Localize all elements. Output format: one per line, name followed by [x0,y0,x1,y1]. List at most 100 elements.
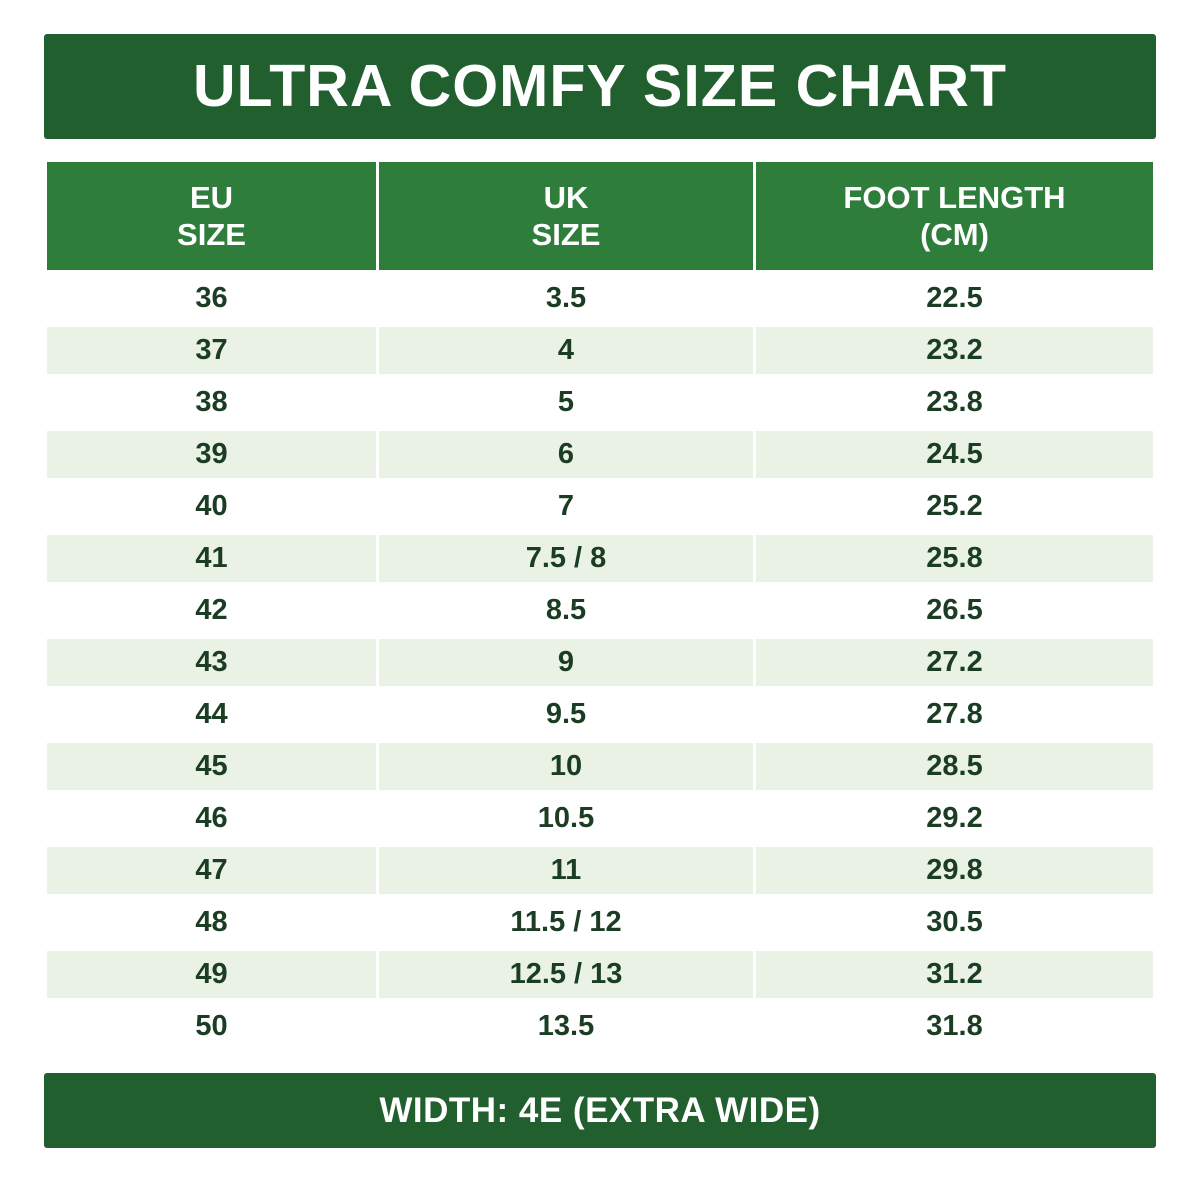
table-row: 48 11.5 / 12 30.5 [47,899,1153,946]
column-divider [376,899,379,946]
table-row: 47 11 29.8 [47,847,1153,894]
column-divider [753,162,756,270]
header-foot-length: FOOT LENGTH (CM) [756,162,1153,270]
cell-foot-length: 23.8 [926,386,983,418]
cell-foot-length: 29.8 [756,847,1153,894]
cell-foot-length: 22.5 [926,282,983,314]
table-row: 36 3.5 22.5 [47,275,1153,322]
cell-uk-size: 9.5 [545,698,587,730]
cell-eu-size: 44 [195,698,228,730]
header-eu-size: EU SIZE [47,162,376,270]
cell-eu-size: 43 [47,639,376,686]
cell-foot-length: 29.2 [926,802,983,834]
header-uk-size-line2: SIZE [531,217,601,252]
footer-banner: WIDTH: 4E (EXTRA WIDE) [44,1073,1156,1148]
table-row: 37 4 23.2 [47,327,1153,374]
table-row: 43 9 27.2 [47,639,1153,686]
column-divider [376,431,379,478]
table-header: EU SIZE UK SIZE FOOT LENGTH (CM) [47,162,1153,270]
cell-foot-length: 27.8 [926,698,983,730]
column-divider [376,535,379,582]
cell-eu-size: 38 [195,386,228,418]
cell-eu-size: 36 [195,282,228,314]
cell-foot-length: 26.5 [926,594,983,626]
column-divider [376,847,379,894]
title-banner: ULTRA COMFY SIZE CHART [44,34,1156,139]
header-foot-length-line1: FOOT LENGTH [843,180,1066,215]
cell-uk-size: 12.5 / 13 [379,951,753,998]
cell-eu-size: 48 [195,906,228,938]
table-row: 38 5 23.8 [47,379,1153,426]
column-divider [753,275,756,322]
cell-foot-length: 25.8 [756,535,1153,582]
column-divider [376,587,379,634]
column-divider [753,639,756,686]
cell-eu-size: 42 [195,594,228,626]
cell-foot-length: 30.5 [926,906,983,938]
cell-eu-size: 46 [195,802,228,834]
header-eu-size-line1: EU [189,180,234,215]
column-divider [753,743,756,790]
column-divider [376,483,379,530]
cell-eu-size: 37 [47,327,376,374]
cell-uk-size: 11.5 / 12 [510,906,622,938]
table-row: 44 9.5 27.8 [47,691,1153,738]
column-divider [753,327,756,374]
column-divider [376,951,379,998]
column-divider [376,379,379,426]
size-table: EU SIZE UK SIZE FOOT LENGTH (CM) 36 3.5 22… [47,162,1153,1050]
column-divider [753,899,756,946]
cell-uk-size: 4 [379,327,753,374]
header-foot-length-line2: (CM) [920,217,989,252]
table-row: 45 10 28.5 [47,743,1153,790]
cell-eu-size: 45 [47,743,376,790]
column-divider [376,275,379,322]
column-divider [753,431,756,478]
table-row: 42 8.5 26.5 [47,587,1153,634]
table-row: 50 13.5 31.8 [47,1003,1153,1050]
cell-uk-size: 10 [379,743,753,790]
column-divider [753,951,756,998]
column-divider [753,535,756,582]
column-divider [753,847,756,894]
header-uk-size-line1: UK [543,180,589,215]
table-body: 36 3.5 22.5 37 4 23.2 38 5 23.8 39 6 24.5 40 7 25.2 41 7… [47,275,1153,1050]
column-divider [753,379,756,426]
cell-uk-size: 7.5 / 8 [379,535,753,582]
width-note: WIDTH: 4E (EXTRA WIDE) [379,1090,821,1130]
cell-uk-size: 7 [557,490,575,522]
cell-eu-size: 39 [47,431,376,478]
cell-uk-size: 10.5 [537,802,595,834]
cell-foot-length: 23.2 [756,327,1153,374]
cell-uk-size: 11 [379,847,753,894]
column-divider [753,587,756,634]
table-row: 39 6 24.5 [47,431,1153,478]
cell-foot-length: 24.5 [756,431,1153,478]
column-divider [376,327,379,374]
cell-eu-size: 50 [195,1010,228,1042]
column-divider [376,162,379,270]
cell-uk-size: 9 [379,639,753,686]
column-divider [753,795,756,842]
cell-eu-size: 49 [47,951,376,998]
cell-eu-size: 47 [47,847,376,894]
header-uk-size: UK SIZE [379,162,753,270]
column-divider [376,639,379,686]
cell-foot-length: 31.8 [926,1010,983,1042]
cell-uk-size: 13.5 [537,1010,595,1042]
column-divider [753,483,756,530]
table-row: 46 10.5 29.2 [47,795,1153,842]
cell-eu-size: 40 [195,490,228,522]
cell-foot-length: 25.2 [926,490,983,522]
cell-eu-size: 41 [47,535,376,582]
table-row: 49 12.5 / 13 31.2 [47,951,1153,998]
cell-uk-size: 3.5 [545,282,587,314]
cell-foot-length: 28.5 [756,743,1153,790]
table-row: 41 7.5 / 8 25.8 [47,535,1153,582]
column-divider [376,743,379,790]
cell-foot-length: 31.2 [756,951,1153,998]
header-eu-size-line2: SIZE [177,217,246,252]
column-divider [376,691,379,738]
chart-title: ULTRA COMFY SIZE CHART [192,53,1008,119]
column-divider [753,691,756,738]
